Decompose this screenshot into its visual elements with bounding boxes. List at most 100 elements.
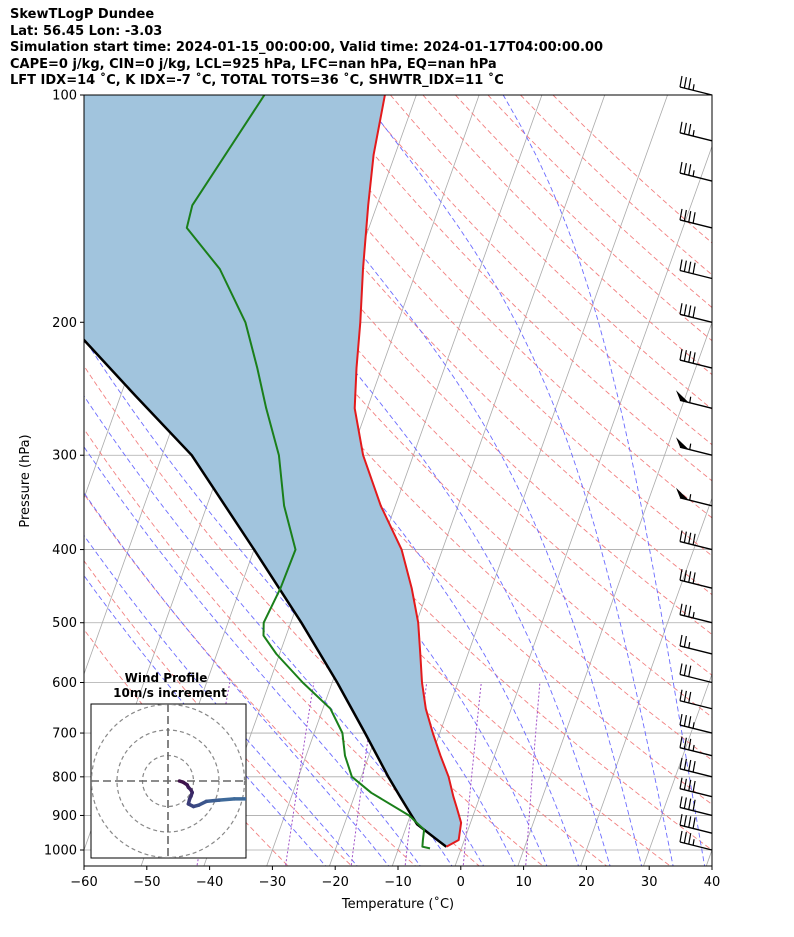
barb-flag: [679, 663, 683, 675]
barb-flag: [683, 690, 687, 702]
wind-barb: [679, 689, 713, 710]
barb-flag: [683, 76, 687, 89]
barb-flag: [688, 833, 692, 845]
dry-adiabat: [455, 95, 712, 342]
barb-flag: [683, 304, 687, 316]
wind-barb: [676, 487, 713, 507]
barb-flag: [688, 571, 692, 583]
barb-flag: [688, 779, 692, 792]
barb-flag: [692, 306, 696, 318]
barb-flag: [679, 814, 683, 826]
dry-adiabat: [292, 95, 712, 519]
barb-flag: [692, 533, 696, 545]
barb-half-flag: [689, 494, 692, 501]
barb-flag: [688, 351, 692, 363]
y-tick-label: 200: [52, 316, 77, 331]
barb-flag: [683, 350, 687, 362]
dry-adiabat: [422, 95, 712, 376]
x-tick-label: 30: [641, 875, 658, 890]
barb-flag: [683, 815, 687, 827]
wind-barb: [679, 303, 713, 323]
barb-flag: [683, 797, 687, 809]
temperature-line: [353, 95, 463, 848]
barb-flag: [692, 352, 696, 364]
wind-barb: [679, 259, 713, 280]
x-tick-label: 40: [704, 875, 721, 890]
barb-flag: [679, 689, 683, 701]
barb-flag: [692, 817, 696, 829]
dry-adiabat: [162, 95, 712, 676]
y-tick-label: 1000: [44, 844, 77, 859]
x-tick-label: 0: [457, 875, 465, 890]
wind-barb: [679, 634, 713, 655]
y-tick-label: 400: [52, 543, 77, 558]
barb-flag: [688, 738, 692, 750]
barb-pennant: [676, 390, 689, 403]
hodograph-title: Wind Profile: [125, 671, 208, 685]
wind-barb: [676, 437, 713, 456]
y-tick-label: 900: [52, 809, 77, 824]
dry-adiabat: [357, 95, 712, 446]
dry-adiabat: [84, 628, 289, 866]
barb-flag: [692, 799, 696, 811]
cin-area: [84, 95, 462, 847]
wind-barb: [679, 757, 713, 778]
x-tick-label: −40: [196, 875, 223, 890]
x-tick-label: 20: [578, 875, 595, 890]
wind-barbs: [676, 75, 713, 851]
barb-flag: [683, 831, 687, 844]
barb-flag: [683, 531, 687, 543]
x-tick-label: −60: [70, 875, 97, 890]
barb-flag: [683, 209, 687, 222]
y-tick-label: 700: [52, 727, 77, 742]
chart-header: SkewTLogP Dundee Lat: 56.45 Lon: -3.03 S…: [10, 7, 603, 90]
wind-barb: [679, 530, 713, 551]
barb-flag: [688, 716, 692, 728]
barb-flag: [679, 713, 683, 726]
dry-adiabat: [520, 95, 712, 276]
hodograph-subtitle: 10m/s increment: [113, 686, 227, 700]
dry-adiabat: [84, 126, 712, 805]
wind-barb: [679, 569, 713, 589]
barb-flag: [688, 261, 692, 273]
cape-line: CAPE=0 j/kg, CIN=0 j/kg, LCL=925 hPa, LF…: [10, 56, 497, 72]
barb-flag: [679, 259, 683, 271]
barb-flag: [679, 830, 683, 843]
wind-barb: [679, 736, 713, 757]
barb-half-flag: [689, 443, 692, 450]
barb-flag: [683, 635, 687, 648]
barb-flag: [683, 758, 687, 771]
mixing-ratio-line: [462, 682, 482, 866]
barb-flag: [679, 208, 683, 221]
barb-half-flag: [692, 722, 695, 729]
isotherm-line: [705, 848, 712, 866]
barb-flag: [679, 121, 683, 133]
barb-flag: [679, 757, 683, 769]
y-tick-label: 500: [52, 616, 77, 631]
wind-barb: [679, 663, 713, 684]
moist-adiabat: [502, 95, 706, 866]
x-tick-label: 10: [515, 875, 532, 890]
mixing-ratio-line: [285, 682, 315, 866]
isotherm-line: [580, 496, 712, 866]
barb-half-flag: [692, 744, 695, 752]
wind-barb: [679, 121, 713, 142]
barb-flag: [688, 164, 692, 176]
dry-adiabat: [84, 428, 480, 866]
barb-half-flag: [692, 611, 695, 619]
profile-lines: [84, 95, 463, 850]
barb-flag: [692, 760, 696, 773]
y-tick-label: 300: [52, 449, 77, 464]
dry-adiabat: [325, 95, 712, 482]
hodograph-segment: [217, 797, 237, 802]
moist-adiabat: [240, 95, 643, 866]
barb-half-flag: [692, 170, 695, 177]
barb-pennant: [676, 437, 689, 450]
x-tick-label: −50: [133, 875, 160, 890]
wind-barb: [676, 390, 713, 409]
chart-title: SkewTLogP Dundee: [10, 7, 155, 22]
barb-flag: [688, 532, 692, 544]
dry-adiabat: [260, 95, 712, 557]
wind-barb: [679, 814, 713, 834]
dewpoint-line: [185, 95, 431, 850]
